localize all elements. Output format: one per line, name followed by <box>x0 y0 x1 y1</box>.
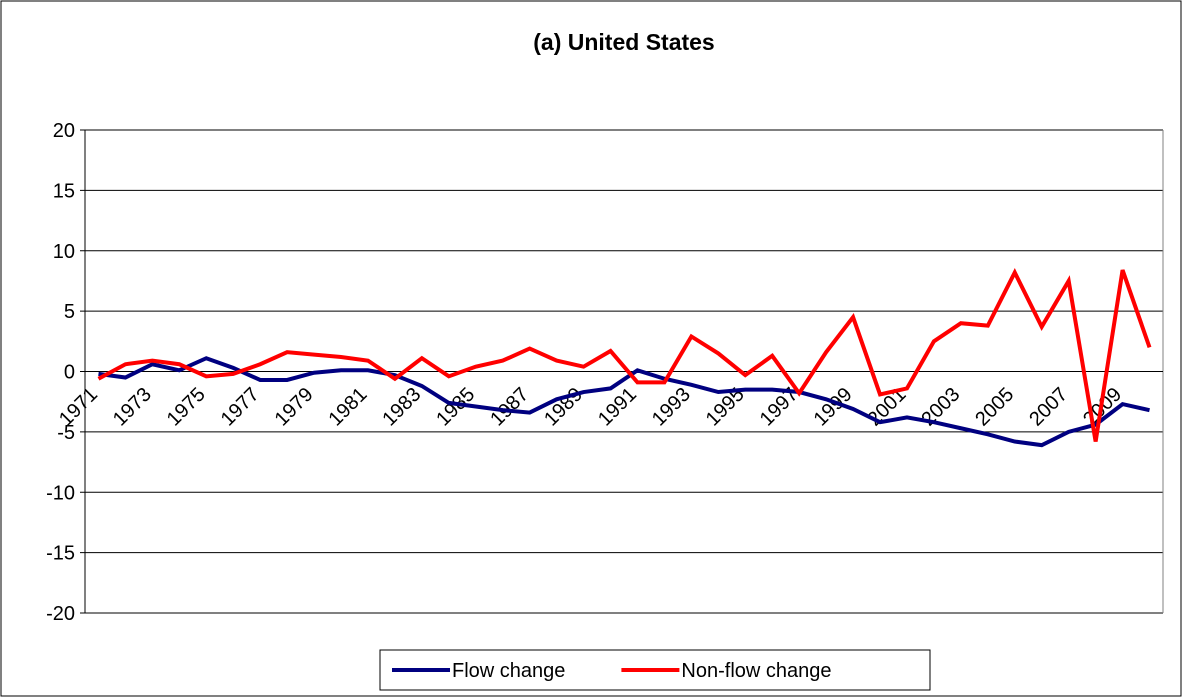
y-tick-label: 20 <box>53 120 75 142</box>
series-line <box>97 268 1152 442</box>
y-tick-label: -20 <box>46 603 75 625</box>
y-tick-label: 10 <box>53 241 75 263</box>
y-tick-label: -5 <box>57 422 75 444</box>
y-tick-label: 15 <box>53 180 75 202</box>
y-tick-label: -10 <box>46 482 75 504</box>
legend-label: Flow change <box>452 660 565 682</box>
legend-label: Non-flow change <box>681 660 831 682</box>
y-tick-label: 0 <box>64 362 75 384</box>
y-tick-label: 5 <box>64 301 75 323</box>
series-line <box>98 356 1150 448</box>
chart-title: (a) United States <box>533 29 714 55</box>
y-tick-label: -15 <box>46 543 75 565</box>
